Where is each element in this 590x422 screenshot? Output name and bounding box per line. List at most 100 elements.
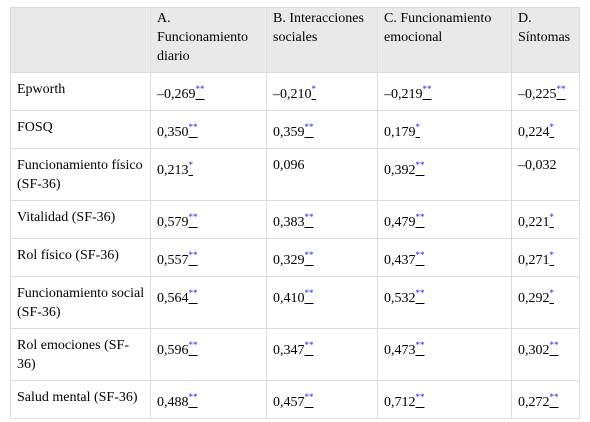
- cell-content: 0,329**: [273, 250, 314, 268]
- cell-content: –0,219**: [384, 84, 432, 102]
- row-label: Funcionamiento físico (SF-36): [10, 148, 151, 201]
- significance-link[interactable]: **: [188, 250, 198, 260]
- row-label: Rol emociones (SF-36): [10, 328, 151, 381]
- value-cell: –0,032: [511, 148, 580, 201]
- row-label: Rol físico (SF-36): [10, 238, 151, 277]
- value-cell: 0,292*: [511, 276, 580, 329]
- cell-value: 0,564: [157, 291, 189, 306]
- cell-content: –0,210*: [273, 84, 317, 102]
- value-cell: 0,302**: [511, 328, 580, 381]
- cell-value: 0,347: [273, 343, 305, 358]
- significance-link[interactable]: **: [304, 122, 314, 132]
- significance-link[interactable]: **: [188, 212, 198, 222]
- value-cell: 0,392**: [377, 148, 512, 201]
- significance-link[interactable]: **: [415, 250, 425, 260]
- value-cell: 0,221*: [511, 200, 580, 239]
- cell-value: 0,224: [518, 125, 550, 140]
- significance-link[interactable]: **: [188, 122, 198, 132]
- significance-link[interactable]: *: [549, 250, 555, 260]
- cell-value: 0,179: [384, 125, 416, 140]
- cell-content: 0,383**: [273, 212, 314, 230]
- significance-link[interactable]: *: [311, 84, 317, 94]
- cell-value: 0,392: [384, 163, 416, 178]
- table-row: Epworth –0,269** –0,210* –0,219** –0,225**: [10, 72, 580, 111]
- cell-value: 0,350: [157, 125, 189, 140]
- value-cell: 0,271*: [511, 238, 580, 277]
- value-cell: –0,225**: [511, 72, 580, 111]
- table-row: Funcionamiento social (SF-36) 0,564** 0,41…: [10, 276, 580, 329]
- cell-value: 0,383: [273, 215, 305, 230]
- cell-value: 0,329: [273, 253, 305, 268]
- cell-value: 0,359: [273, 125, 305, 140]
- cell-value: –0,225: [518, 87, 557, 102]
- cell-value: 0,479: [384, 215, 416, 230]
- column-header: B. Interacciones sociales: [266, 7, 378, 73]
- significance-link[interactable]: *: [549, 122, 555, 132]
- cell-content: 0,179*: [384, 122, 421, 140]
- column-header: C. Funcionamiento emocional: [377, 7, 512, 73]
- significance-link[interactable]: **: [549, 392, 559, 402]
- table-row: FOSQ 0,350** 0,359** 0,179* 0,224*: [10, 110, 580, 149]
- significance-link[interactable]: **: [304, 212, 314, 222]
- value-cell: –0,219**: [377, 72, 512, 111]
- value-cell: 0,224*: [511, 110, 580, 149]
- value-cell: 0,383**: [266, 200, 378, 239]
- value-cell: 0,272**: [511, 380, 580, 419]
- cell-content: 0,557**: [157, 250, 198, 268]
- significance-link[interactable]: **: [415, 288, 425, 298]
- cell-content: 0,579**: [157, 212, 198, 230]
- cell-content: 0,564**: [157, 288, 198, 306]
- cell-content: 0,479**: [384, 212, 425, 230]
- significance-link[interactable]: *: [188, 160, 194, 170]
- significance-link[interactable]: **: [549, 340, 559, 350]
- value-cell: 0,329**: [266, 238, 378, 277]
- significance-link[interactable]: **: [415, 212, 425, 222]
- value-cell: 0,179*: [377, 110, 512, 149]
- significance-link[interactable]: **: [304, 288, 314, 298]
- cell-value: 0,596: [157, 343, 189, 358]
- value-cell: 0,410**: [266, 276, 378, 329]
- cell-content: 0,213*: [157, 160, 194, 178]
- cell-value: 0,221: [518, 215, 550, 230]
- cell-content: 0,359**: [273, 122, 314, 140]
- cell-content: 0,272**: [518, 392, 559, 410]
- column-header: D. Síntomas: [511, 7, 580, 73]
- value-cell: 0,557**: [150, 238, 267, 277]
- cell-value: 0,271: [518, 253, 550, 268]
- row-label: Epworth: [10, 72, 151, 111]
- cell-content: 0,437**: [384, 250, 425, 268]
- significance-link[interactable]: **: [304, 250, 314, 260]
- significance-link[interactable]: **: [188, 340, 198, 350]
- value-cell: 0,579**: [150, 200, 267, 239]
- significance-link[interactable]: **: [556, 84, 566, 94]
- cell-value: 0,410: [273, 291, 305, 306]
- significance-link[interactable]: **: [188, 392, 198, 402]
- cell-value: 0,557: [157, 253, 189, 268]
- significance-link[interactable]: **: [422, 84, 432, 94]
- cell-content: 0,292*: [518, 288, 555, 306]
- value-cell: 0,596**: [150, 328, 267, 381]
- significance-link[interactable]: **: [304, 392, 314, 402]
- significance-link[interactable]: **: [415, 340, 425, 350]
- significance-link[interactable]: *: [415, 122, 421, 132]
- value-cell: 0,096: [266, 148, 378, 201]
- significance-link[interactable]: **: [415, 160, 425, 170]
- table-row: Rol físico (SF-36) 0,557** 0,329** 0,437** 0…: [10, 238, 580, 277]
- corner-cell: [10, 7, 151, 73]
- cell-value: 0,302: [518, 343, 550, 358]
- row-label: Salud mental (SF-36): [10, 380, 151, 419]
- significance-link[interactable]: **: [188, 288, 198, 298]
- value-cell: 0,347**: [266, 328, 378, 381]
- cell-value: 0,096: [273, 158, 305, 173]
- significance-link[interactable]: **: [415, 392, 425, 402]
- value-cell: 0,564**: [150, 276, 267, 329]
- significance-link[interactable]: **: [304, 340, 314, 350]
- cell-value: 0,473: [384, 343, 416, 358]
- cell-content: –0,032: [518, 158, 557, 173]
- value-cell: 0,488**: [150, 380, 267, 419]
- row-label: FOSQ: [10, 110, 151, 149]
- significance-link[interactable]: *: [549, 288, 555, 298]
- significance-link[interactable]: **: [195, 84, 205, 94]
- significance-link[interactable]: *: [549, 212, 555, 222]
